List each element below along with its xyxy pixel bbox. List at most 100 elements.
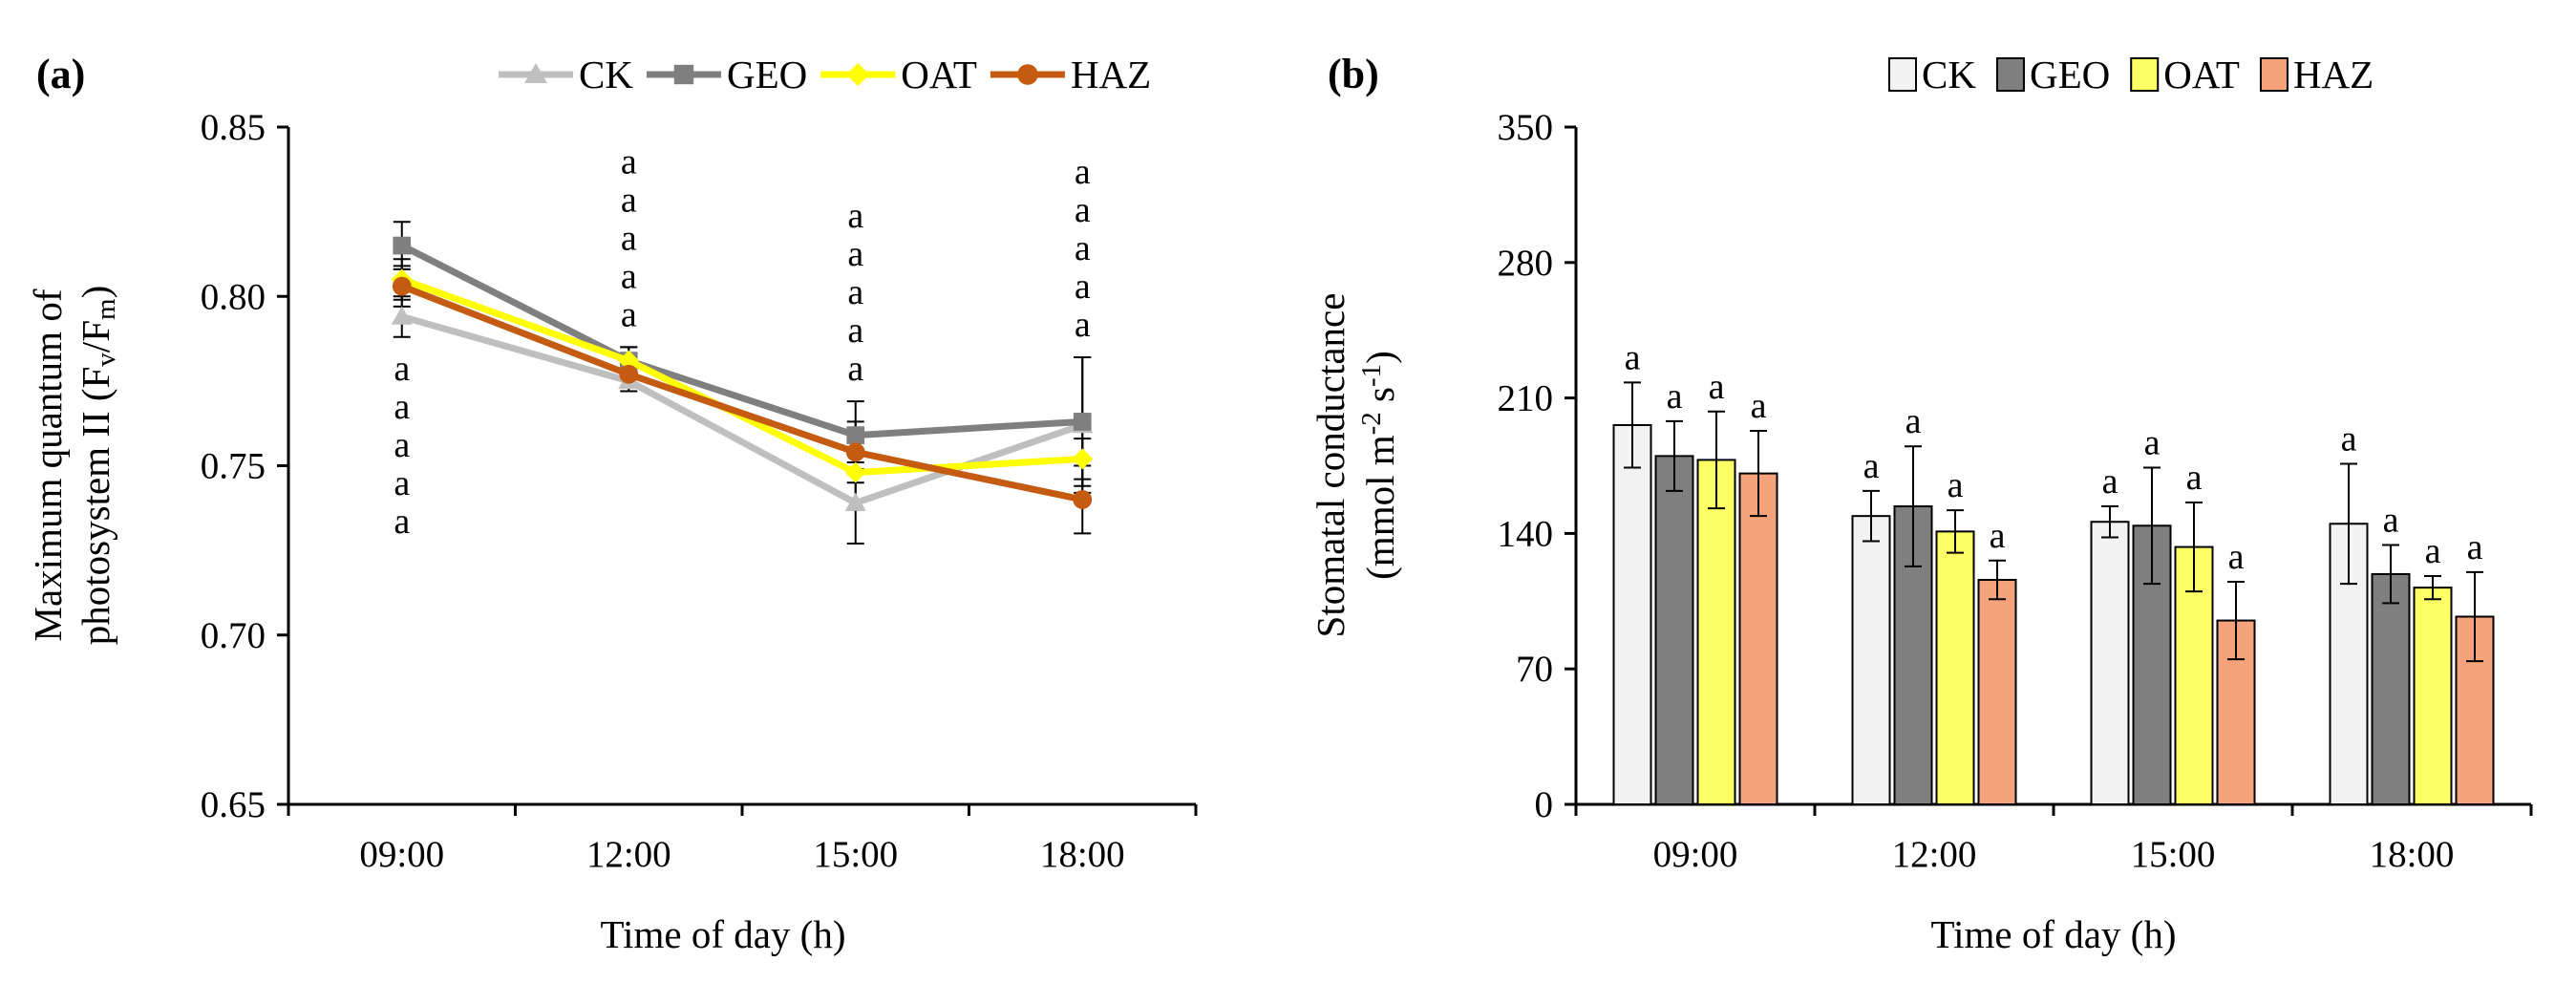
y-tick-label: 0.75 [201,446,266,487]
significance-letter: a [2144,423,2161,463]
y-tick-label: 140 [1498,513,1554,554]
significance-letter: a [847,196,863,236]
significance-letter: a [621,180,637,220]
significance-letter: a [2186,458,2203,498]
significance-letter: a [394,502,410,542]
significance-letter: a [2425,531,2441,571]
bar-geo [2371,572,2411,805]
y-tick-label: 0.85 [201,107,266,148]
significance-letter: a [1905,401,1922,441]
legend-label-ck: CK [1922,53,1976,96]
ylabel-a-end: ) [74,286,117,299]
significance-letter: a [621,141,637,182]
significance-letter: a [1667,376,1683,417]
significance-letter: a [621,218,637,258]
panel-a-y-title-line1: Maximum quantum of [26,288,70,641]
significance-letter: a [1709,367,1725,407]
y-tick-label: 0 [1535,784,1554,825]
significance-letter: a [1075,190,1091,230]
legend-marker-oat [846,63,870,86]
significance-letter: a [2467,527,2483,567]
x-tick-label: 18:00 [1040,834,1125,875]
significance-letter: a [1075,228,1091,268]
legend-label-ck: CK [579,53,633,96]
series-line-geo [400,242,1083,439]
bar-geo [1893,505,1933,805]
significance-letter: a [394,425,410,465]
bar-haz [2216,619,2256,805]
panel-b-y-title-line1: Stomatal conductance [1309,293,1352,638]
ylabel-b-part1: (mmol m [1358,435,1402,580]
legend-label-oat: OAT [2163,53,2240,96]
ylabel-a-sub2: m [91,298,121,320]
panel-b: (b) CK GEO OAT HAZ 0 70 140 210 280 350 09:00 12:0… [1309,51,2533,956]
data-point-oat [618,350,640,372]
ylabel-b-sup2: -1 [1356,364,1387,387]
y-tick-label: 0.70 [201,615,266,656]
panel-b-ticks: 0 70 140 210 280 350 09:00 12:00 15:00 18:00 [1498,107,2533,875]
significance-letter: a [394,349,410,389]
y-tick-label: 210 [1498,378,1554,419]
bar-geo [1654,455,1694,805]
x-tick-label: 15:00 [2131,834,2216,875]
significance-letter: a [2102,461,2118,502]
x-tick-label: 15:00 [813,834,898,875]
panel-b-legend: CK GEO OAT HAZ [1888,53,2374,96]
panel-a-legend: CK GEO OAT HAZ [499,53,1151,96]
legend-marker-ck [524,63,547,83]
panel-a-x-title: Time of day (h) [601,912,846,956]
legend-label-geo: GEO [727,53,807,96]
ylabel-a-part1: photosystem II (F [74,367,117,646]
data-point-haz [845,442,865,462]
panel-a-ticks: 0.65 0.70 0.75 0.80 0.85 09:00 12:00 15:00 18:00 [201,107,1198,875]
legend-swatch-geo [1995,57,2025,92]
significance-letter: a [2228,537,2245,577]
bar-ck [2090,521,2130,805]
bar-haz [1738,472,1778,805]
panel-a-y-title-line2: photosystem II (Fv/Fm) [74,286,121,645]
x-tick-label: 12:00 [586,834,671,875]
data-point-haz [619,364,639,384]
data-point-geo [1073,413,1092,431]
legend-swatch-ck [1888,57,1917,92]
legend-label-haz: HAZ [2293,53,2374,96]
panel-b-label: (b) [1328,51,1379,97]
significance-letter: a [621,294,637,334]
legend-label-haz: HAZ [1071,53,1151,96]
significance-letter: a [1075,305,1091,345]
significance-letter: a [1990,516,2006,556]
legend-swatch-oat [2130,57,2160,92]
significance-letter: a [394,387,410,427]
ylabel-b-sup1: -2 [1356,412,1387,435]
x-tick-label: 12:00 [1892,834,1977,875]
significance-letter: a [1948,465,1964,505]
bar-oat [2413,587,2453,805]
significance-letter: a [2341,418,2357,459]
ylabel-b-part2: s [1358,387,1402,412]
bar-oat [1935,530,1975,805]
significance-letter: a [1625,337,1641,377]
data-point-ck [844,492,866,511]
data-point-geo [846,426,865,444]
legend-label-geo: GEO [2030,53,2110,96]
bar-ck [1612,423,1652,805]
data-point-oat [844,461,866,483]
panel-a-label: (a) [36,51,85,97]
legend-label-oat: OAT [901,53,977,96]
panel-a-y-title: Maximum quantum of photosystem II (Fv/Fm… [26,286,121,645]
significance-letter: a [847,349,863,389]
legend-swatch-haz [2259,57,2289,92]
series-line-haz [400,283,1083,503]
panel-a: (a) CK GEO OAT HAZ 0.65 0.70 0.75 0.80 0.85 09:0… [26,51,1198,956]
data-point-geo [393,236,412,255]
bar-ck [1851,515,1891,805]
data-point-haz [392,276,412,296]
bar-haz [1977,579,2017,806]
ylabel-a-mid: /F [74,320,117,353]
bar-oat [1696,459,1736,805]
x-tick-label: 09:00 [359,834,444,875]
data-point-haz [1073,490,1093,509]
y-tick-label: 0.80 [201,276,266,317]
significance-letter: a [847,234,863,274]
